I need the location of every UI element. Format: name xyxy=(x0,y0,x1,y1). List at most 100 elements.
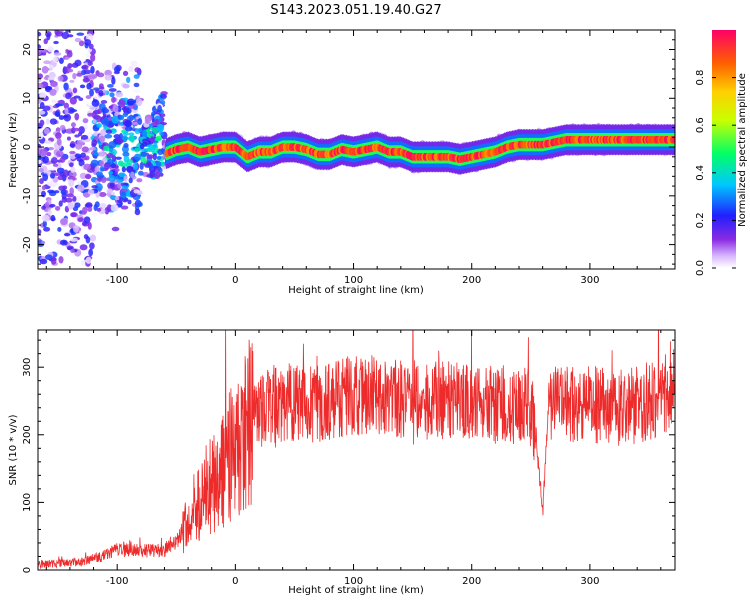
y-tick-label: 0 xyxy=(22,567,33,573)
spectrogram-frame xyxy=(37,29,676,270)
snr-axes: -100 0 100 200 300 0 100 200 300 xyxy=(22,330,675,587)
spectrogram-cell xyxy=(74,59,82,67)
spectrogram-cell xyxy=(115,156,122,160)
spectrogram-cell xyxy=(106,153,114,159)
y-tick-label: 300 xyxy=(22,358,33,377)
spectrogram-cell xyxy=(89,242,95,250)
spectrogram-cell xyxy=(117,176,125,180)
spectrogram-cell xyxy=(135,98,143,107)
spectrogram-cell xyxy=(72,195,77,202)
y-tick-label: 20 xyxy=(22,43,33,56)
spectrogram-cell xyxy=(130,135,135,142)
spectrogram-cell xyxy=(55,103,60,107)
spectrogram-cell xyxy=(98,89,104,97)
spectrogram-cell xyxy=(54,30,60,36)
spectrogram-cell xyxy=(101,108,110,114)
spectrogram-cell xyxy=(44,86,53,91)
spectrogram-cell xyxy=(48,203,56,208)
spectrogram-cell xyxy=(127,199,132,205)
spectrogram-cell xyxy=(137,201,143,207)
spectrogram-cell xyxy=(88,248,93,257)
spectrogram-cell xyxy=(70,212,77,218)
figure-title: S143.2023.051.19.40.G27 xyxy=(270,3,441,18)
spectrogram-cell xyxy=(43,38,48,45)
spectrogram-cell xyxy=(122,198,128,203)
spectrogram-cell xyxy=(154,172,161,180)
spectrogram-cell xyxy=(158,167,163,174)
spectrogram-cell xyxy=(134,147,140,153)
spectrogram-cell xyxy=(118,172,126,178)
spectrogram-cell xyxy=(88,43,94,50)
spectrogram-cell xyxy=(133,82,140,88)
spectrogram-cell xyxy=(63,102,70,110)
spectrogram-cell xyxy=(48,64,54,71)
spectrogram-cell xyxy=(146,161,152,167)
spectrogram-cell xyxy=(58,256,64,264)
spectrogram-ylabel: Frequency (Hz) xyxy=(8,112,19,188)
spectrogram-cell xyxy=(137,117,143,126)
spectrogram-cell xyxy=(57,175,64,181)
spectrogram-cell xyxy=(108,174,116,183)
spectrogram-cell xyxy=(67,202,74,210)
snr-panel: -100 0 100 200 300 0 100 200 300 Height of strai… xyxy=(8,329,676,596)
spectrogram-cell xyxy=(123,143,129,148)
spectrogram-cell xyxy=(122,83,130,89)
spectrogram-cell xyxy=(122,112,128,118)
colorbar-tick-label: 0.4 xyxy=(695,165,706,181)
spectrogram-cell xyxy=(70,166,76,173)
spectrogram-cell xyxy=(38,159,42,165)
spectrogram-cell xyxy=(96,207,101,212)
spectrogram-cell xyxy=(78,126,85,134)
spectrogram-cell xyxy=(97,72,105,78)
spectrogram-cell xyxy=(104,133,113,139)
spectrogram-cell xyxy=(71,122,76,128)
spectrogram-cell xyxy=(146,154,154,160)
spectrogram-cell xyxy=(42,220,47,228)
spectrogram-cell xyxy=(39,119,45,126)
spectrogram-cell xyxy=(60,189,67,195)
spectrogram-cell xyxy=(126,98,135,106)
spectrogram-cell xyxy=(133,189,140,194)
spectrogram-cell xyxy=(85,95,92,100)
spectrogram-cell xyxy=(146,133,153,137)
spectrogram-cell xyxy=(74,112,80,121)
spectrogram-cell xyxy=(44,140,52,144)
spectrogram-cell xyxy=(160,91,168,96)
spectrogram-cell xyxy=(82,118,89,124)
spectrogram-cell xyxy=(154,118,159,125)
spectrogram-cell xyxy=(83,234,89,240)
spectrogram-cell xyxy=(50,256,57,265)
spectrogram-cell xyxy=(75,195,82,202)
spectrogram-cell xyxy=(41,205,46,210)
spectrogram-cell xyxy=(67,107,75,114)
spectrogram-cell xyxy=(124,120,132,128)
spectrogram-cell xyxy=(38,98,42,104)
spectrogram-cell xyxy=(110,204,119,212)
spectrogram-cell xyxy=(59,124,66,131)
spectrogram-cell xyxy=(82,206,88,214)
spectrogram-cell xyxy=(121,185,128,190)
spectrogram-cell xyxy=(57,75,64,82)
spectrogram-cell xyxy=(38,82,44,90)
spectrogram-cell xyxy=(52,163,59,167)
spectrogram-cell xyxy=(90,53,96,62)
spectrogram-cell xyxy=(77,217,84,222)
spectrogram-cell xyxy=(105,129,113,134)
spectrogram-cell xyxy=(62,185,68,190)
colorbar-tick-label: 0.8 xyxy=(695,70,706,86)
spectrogram-cell xyxy=(63,82,69,91)
spectrogram-cell xyxy=(115,91,124,98)
spectrogram-cell xyxy=(83,69,92,75)
spectrogram-cell xyxy=(126,115,135,121)
spectrogram-cell xyxy=(126,108,132,114)
spectrogram-cell xyxy=(70,249,75,254)
spectrogram-cell xyxy=(138,170,144,176)
spectrogram-cell xyxy=(47,151,52,157)
spectrogram-cell xyxy=(78,97,84,101)
spectrogram-cell xyxy=(90,65,95,74)
colorbar: 0.0 0.2 0.4 0.6 0.8 Normalized spectral ampl… xyxy=(695,30,748,276)
spectrogram-cell xyxy=(87,60,93,66)
spectrogram-cell xyxy=(91,111,97,119)
y-tick-label: 100 xyxy=(22,493,33,512)
